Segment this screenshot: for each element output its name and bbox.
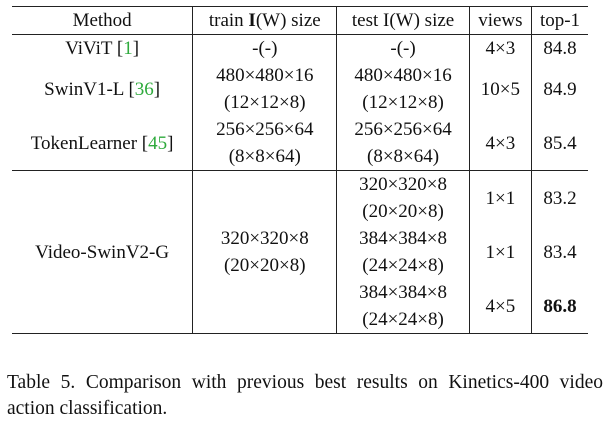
views-cell: 1×1 [469,225,532,279]
top1-cell: 83.4 [543,241,577,263]
method-cell: SwinV1-L [36] [12,62,194,116]
train-size-cell: 320×320×8 (20×20×8) [192,170,338,334]
test-size-cell: 256×256×64 (8×8×64) [336,116,470,171]
header-test-size: test I(W) size [336,6,470,35]
header-views: views [469,6,532,35]
top1-cell: 85.4 [543,132,577,154]
top1-cell: 84.8 [543,38,577,59]
test-size-cell: 384×384×8 (24×24×8) [336,279,470,334]
top1-cell: 83.2 [543,187,577,209]
header-top1: top-1 [539,10,581,31]
header-train-prefix: train [208,10,249,31]
table-caption: Table 5. Comparison with previous best r… [7,372,603,419]
citation-link[interactable]: 45 [148,132,168,154]
results-table: Method train I(W) size test I(W) size vi… [12,6,588,334]
method-cell: Video-SwinV2-G [12,170,194,334]
train-size-cell: 480×480×16 (12×12×8) [192,62,338,116]
table-row: ViViT [1] -(-) -(-) 4×3 84.8 [12,34,588,62]
method-cell: TokenLearner [45] [12,116,194,171]
citation-link[interactable]: 36 [134,78,154,100]
header-row: Method train I(W) size test I(W) size vi… [12,6,588,35]
test-size-cell: 384×384×8 (24×24×8) [336,225,470,279]
views-cell: 4×3 [469,34,532,62]
header-train-suffix: (W) size [255,10,321,31]
top1-cell: 84.9 [543,78,577,100]
top1-cell-best: 86.8 [543,295,577,317]
table-row: SwinV1-L [36] 480×480×16 (12×12×8) 480×48… [12,62,588,116]
method-cell: ViViT [1] [12,34,194,62]
views-cell: 4×3 [469,116,532,171]
test-size-cell: 480×480×16 (12×12×8) [336,62,470,116]
header-train-bold: I [248,10,256,31]
table-row: Video-SwinV2-G 320×320×8 (20×20×8) 320×32… [12,170,588,334]
views-cell: 10×5 [469,62,532,116]
views-cell: 1×1 [469,170,532,225]
train-size-cell: -(-) [192,34,338,62]
views-cell: 4×5 [469,279,532,334]
test-size-cell: -(-) [336,34,470,62]
table-row: 384×384×8 (24×24×8) 1×1 83.4 [12,225,588,279]
header-method: Method [12,6,194,35]
test-size-cell: 320×320×8 (20×20×8) [336,170,470,225]
header-train-size: train I(W) size [192,6,338,35]
citation-link[interactable]: 1 [123,38,133,59]
table-row: TokenLearner [45] 256×256×64 (8×8×64) 256… [12,116,588,171]
train-size-cell: 256×256×64 (8×8×64) [192,116,338,171]
